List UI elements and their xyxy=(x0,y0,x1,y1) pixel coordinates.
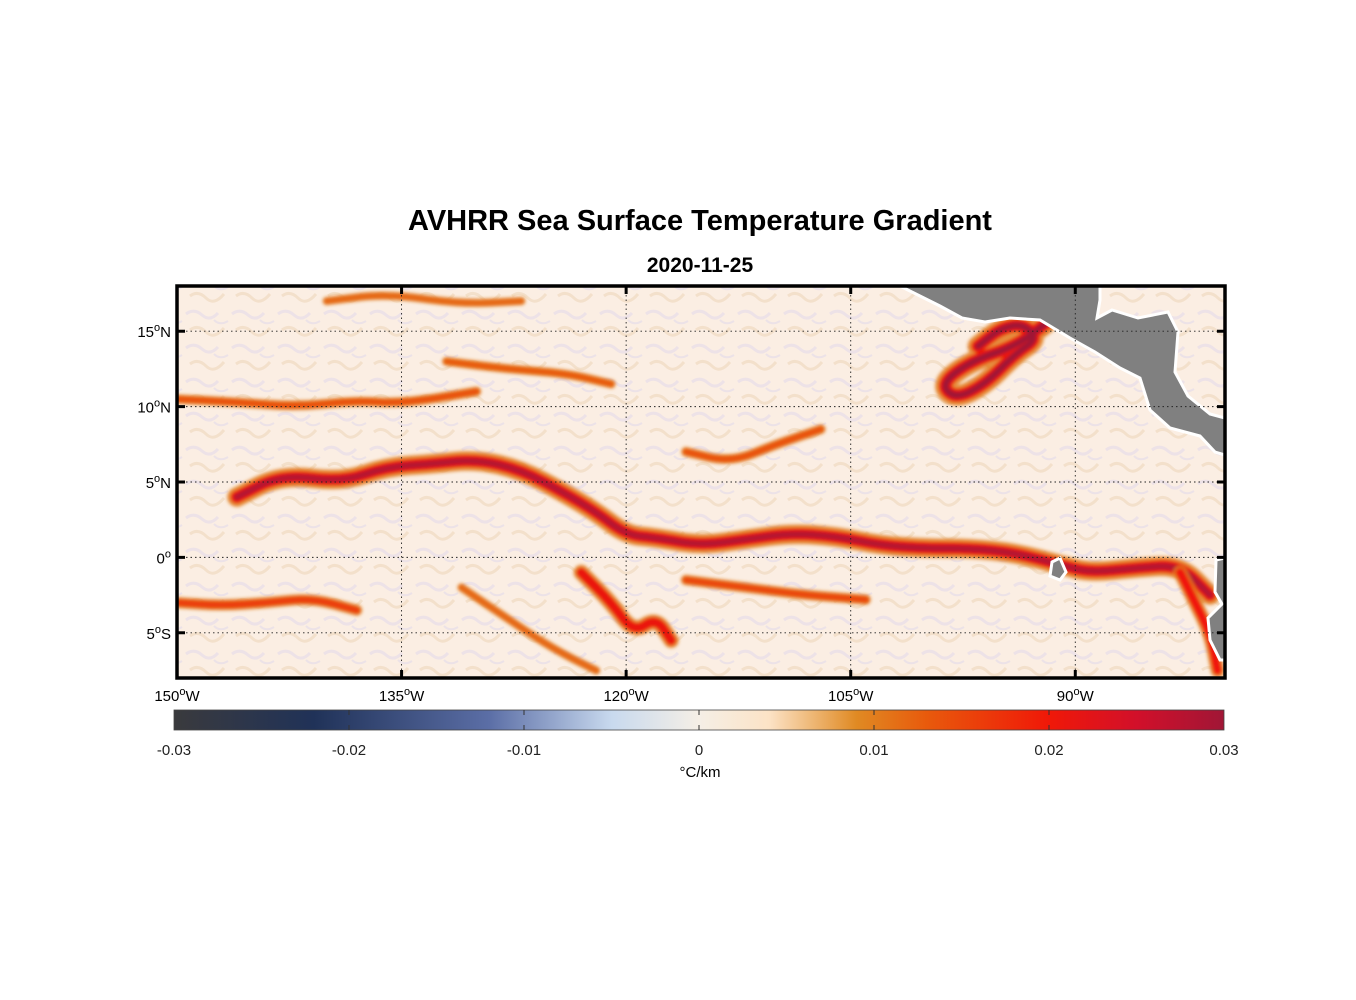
colorbar-tick-label: -0.02 xyxy=(332,742,366,759)
lat-tick-label: 10oN xyxy=(137,398,171,417)
north-front-b xyxy=(443,358,615,387)
galapagos-island xyxy=(1048,555,1068,582)
colorbar: -0.03 -0.02 -0.01 0 0.01 0.02 0.03 xyxy=(157,709,1239,759)
graticule xyxy=(177,286,1225,678)
tehuantepec-eddy-core xyxy=(942,320,1049,399)
colorbar-unit-label: °C/km xyxy=(679,764,721,781)
central-america-land xyxy=(899,286,1225,457)
colorbar-tick-label: 0.02 xyxy=(1034,742,1063,759)
colorbar-ticks: -0.03 -0.02 -0.01 0 0.01 0.02 0.03 xyxy=(157,710,1239,759)
chart-subtitle: 2020-11-25 xyxy=(646,254,754,277)
lon-tick-label: 150oW xyxy=(154,686,200,705)
lat-tick-label: 5oN xyxy=(146,473,171,492)
equatorial-front-core xyxy=(233,458,1213,599)
south-front-d xyxy=(458,584,599,674)
south-front-b xyxy=(576,567,676,646)
north-front-c xyxy=(324,293,524,306)
colorbar-tick-label: -0.01 xyxy=(507,742,541,759)
lat-tick-label: 5oS xyxy=(147,624,171,643)
colorbar-tick-label: 0.01 xyxy=(859,742,888,759)
colorbar-tick-label: -0.03 xyxy=(157,742,191,759)
axis-ticks: 150oW 135oW 120oW 105oW 90oW 15oN 10oN 5oN 0o 5oS xyxy=(137,286,1225,705)
south-front-a xyxy=(177,596,361,614)
lon-tick-label: 135oW xyxy=(379,686,425,705)
north-front-a xyxy=(177,388,480,409)
lon-tick-label: 105oW xyxy=(828,686,874,705)
chart-title: AVHRR Sea Surface Temperature Gradient xyxy=(408,205,992,237)
lat-tick-label: 0o xyxy=(157,548,171,567)
map-plot-area xyxy=(177,286,1225,678)
colorbar-tick-label: 0 xyxy=(695,742,703,759)
central-front xyxy=(682,426,824,463)
lon-tick-label: 120oW xyxy=(603,686,649,705)
lon-tick-label: 90oW xyxy=(1057,686,1095,705)
lat-tick-label: 15oN xyxy=(137,322,171,341)
south-front-c xyxy=(682,576,869,603)
colorbar-tick-label: 0.03 xyxy=(1209,742,1238,759)
